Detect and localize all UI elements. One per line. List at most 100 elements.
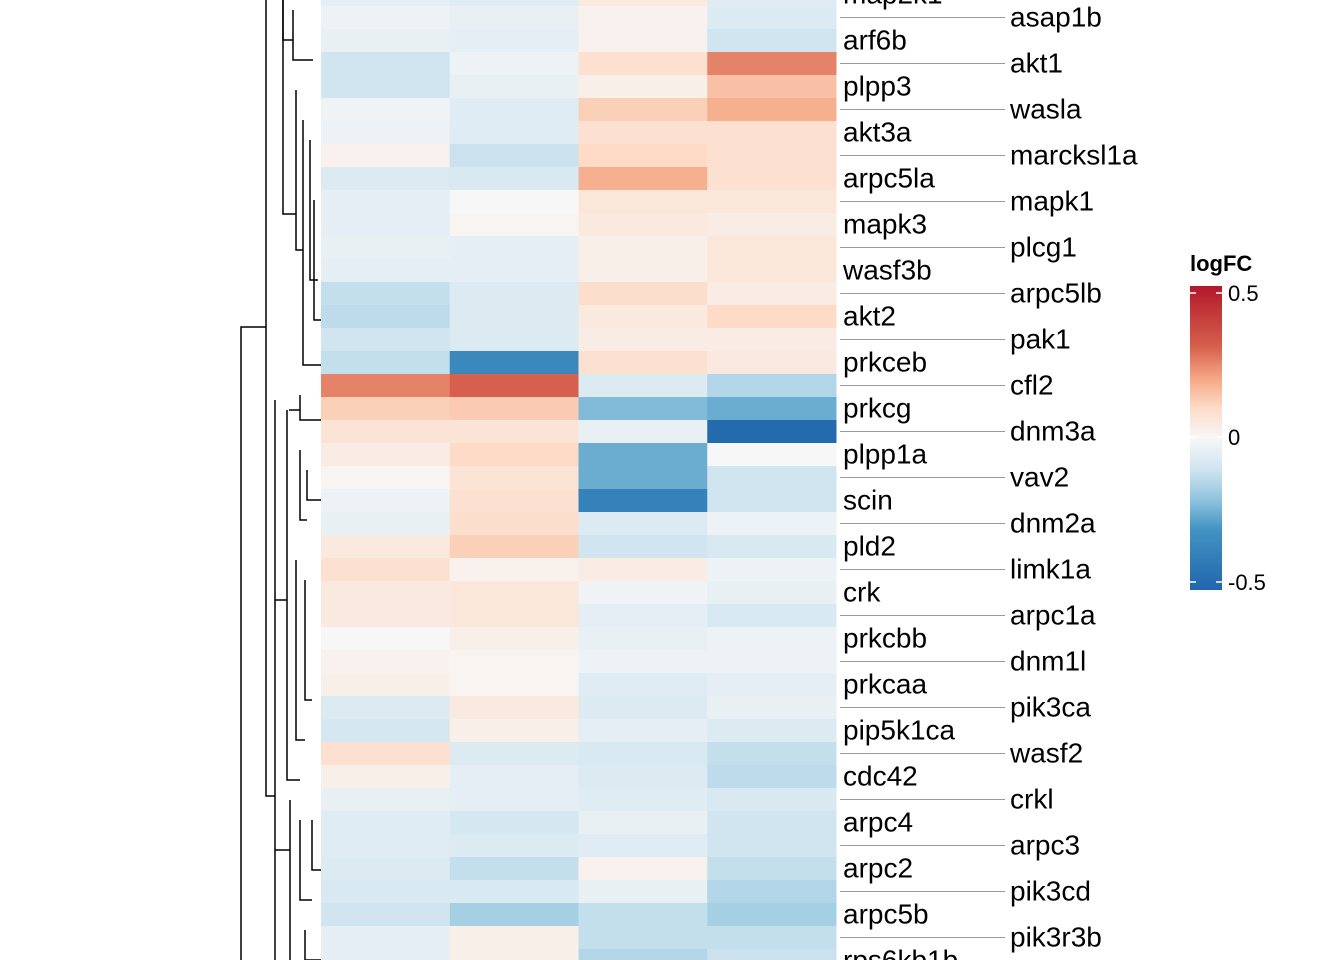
heatmap-cell [449, 121, 579, 145]
heatmap-cell [578, 834, 708, 858]
heatmap-cell [449, 489, 579, 513]
heatmap-cell [449, 328, 579, 352]
heatmap-cell [578, 742, 708, 766]
heatmap-cell [707, 765, 837, 789]
heatmap-cell [707, 167, 837, 191]
heatmap-cell [449, 558, 579, 582]
heatmap-cell [578, 443, 708, 467]
heatmap-cell [707, 75, 837, 99]
heatmap-cell [578, 6, 708, 30]
heatmap-cell [707, 742, 837, 766]
row-label: pld2 [843, 531, 896, 562]
heatmap-cell [321, 374, 451, 398]
heatmap-cell [578, 949, 708, 960]
heatmap-cell [707, 29, 837, 53]
heatmap-cell [321, 489, 451, 513]
heatmap-cell [578, 466, 708, 490]
heatmap-cell [707, 650, 837, 674]
heatmap-cell [321, 512, 451, 536]
heatmap-cell [321, 75, 451, 99]
heatmap-cell [707, 788, 837, 812]
heatmap-cell [578, 236, 708, 260]
heatmap-cell [321, 29, 451, 53]
heatmap-cells [321, 0, 837, 960]
heatmap-cell [707, 121, 837, 145]
heatmap-cell [449, 650, 579, 674]
row-labels: map2k1 asap1b arf6b akt1 plpp3 wasla akt3a marc… [840, 0, 1138, 960]
heatmap-cell [578, 811, 708, 835]
row-label: crk [843, 577, 881, 608]
row-label: arpc3 [1010, 830, 1080, 861]
heatmap-cell [578, 328, 708, 352]
heatmap-cell [707, 98, 837, 122]
heatmap-cell [321, 121, 451, 145]
row-label: plcg1 [1010, 232, 1077, 263]
heatmap-cell [707, 190, 837, 214]
heatmap-cell [449, 29, 579, 53]
heatmap-cell [321, 650, 451, 674]
heatmap-cell [578, 650, 708, 674]
heatmap-cell [321, 719, 451, 743]
legend-title: logFC [1190, 251, 1252, 276]
heatmap-cell [321, 52, 451, 76]
heatmap-cell [578, 581, 708, 605]
heatmap-cell [578, 213, 708, 237]
row-label: dnm1l [1010, 646, 1086, 677]
heatmap-cell [321, 834, 451, 858]
row-label: cdc42 [843, 761, 918, 792]
row-label: arpc1a [1010, 600, 1096, 631]
heatmap-cell [449, 811, 579, 835]
heatmap-cell [578, 788, 708, 812]
heatmap-cell [707, 926, 837, 950]
row-label: rps6kb1b [843, 945, 958, 960]
heatmap-cell [449, 420, 579, 444]
heatmap-cell [321, 236, 451, 260]
heatmap-cell [707, 52, 837, 76]
heatmap-cell [707, 673, 837, 697]
legend-tick: -0.5 [1228, 570, 1266, 595]
row-label: dnm2a [1010, 508, 1096, 539]
row-label: plpp1a [843, 439, 928, 470]
heatmap-cell [321, 581, 451, 605]
row-label: wasla [1009, 94, 1082, 125]
row-label: wasf2 [1009, 738, 1083, 769]
heatmap-cell [578, 673, 708, 697]
heatmap-cell [707, 305, 837, 329]
heatmap-cell [321, 443, 451, 467]
heatmap-cell [707, 857, 837, 881]
heatmap-cell [449, 6, 579, 30]
heatmap-cell [321, 811, 451, 835]
heatmap-cell [707, 696, 837, 720]
heatmap-cell [707, 949, 837, 960]
heatmap-cell [321, 926, 451, 950]
row-label: prkcg [843, 393, 911, 424]
heatmap-cell [449, 788, 579, 812]
heatmap-cell [449, 0, 579, 7]
heatmap-cell [578, 374, 708, 398]
heatmap-cell [578, 765, 708, 789]
heatmap-cell [707, 466, 837, 490]
row-label: pik3ca [1010, 692, 1091, 723]
heatmap-cell [449, 305, 579, 329]
heatmap-cell [707, 282, 837, 306]
heatmap-cell [321, 558, 451, 582]
heatmap-cell [449, 236, 579, 260]
heatmap-cell [449, 673, 579, 697]
heatmap-cell [321, 305, 451, 329]
heatmap-cell [321, 98, 451, 122]
heatmap-cell [321, 328, 451, 352]
heatmap-cell [449, 466, 579, 490]
heatmap-cell [707, 880, 837, 904]
heatmap-cell [578, 535, 708, 559]
row-label: arpc2 [843, 853, 913, 884]
heatmap-cell [578, 489, 708, 513]
heatmap-cell [449, 443, 579, 467]
row-label: arpc5la [843, 163, 935, 194]
heatmap-cell [321, 903, 451, 927]
heatmap-cell [578, 121, 708, 145]
heatmap-cell [707, 144, 837, 168]
heatmap-cell [707, 259, 837, 283]
heatmap-cell [578, 282, 708, 306]
heatmap-cell [321, 880, 451, 904]
